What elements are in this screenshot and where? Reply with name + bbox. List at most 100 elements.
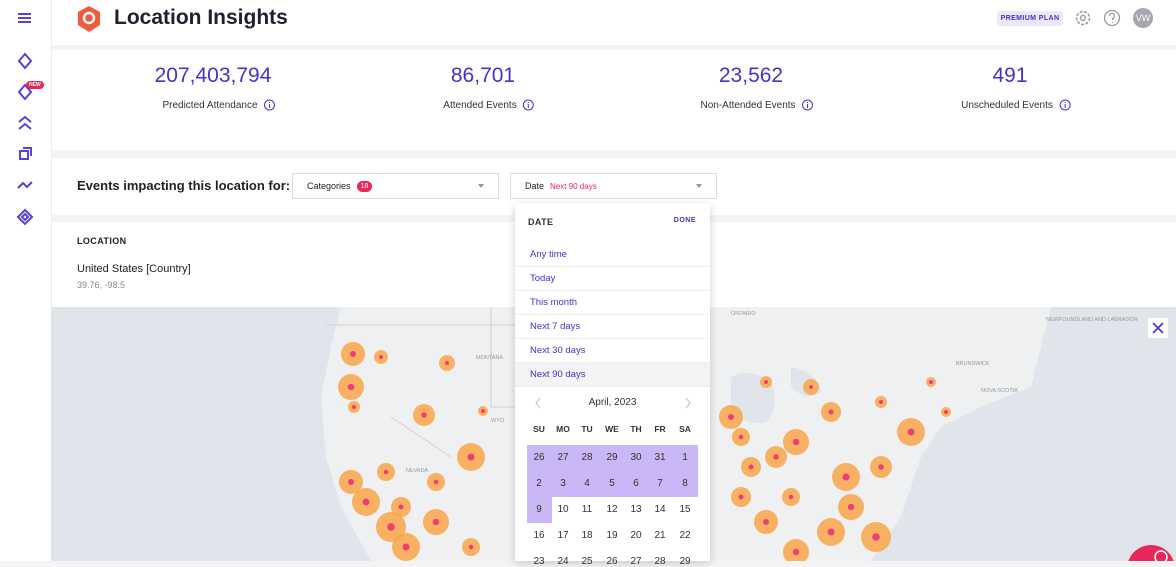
- event-marker[interactable]: [352, 405, 356, 409]
- event-marker[interactable]: [944, 410, 948, 414]
- avatar[interactable]: VW: [1133, 8, 1153, 28]
- calendar-day[interactable]: 23: [533, 556, 545, 567]
- calendar-day[interactable]: 16: [533, 530, 545, 541]
- event-marker[interactable]: [764, 380, 768, 384]
- event-marker[interactable]: [433, 479, 439, 485]
- calendar-day[interactable]: 28: [581, 452, 593, 463]
- date-select[interactable]: Date Next 90 days: [510, 173, 717, 199]
- help-icon[interactable]: [1103, 9, 1121, 27]
- next-month[interactable]: [685, 397, 691, 409]
- nav-icon[interactable]: [17, 83, 33, 101]
- prev-month[interactable]: [535, 397, 541, 409]
- calendar-day[interactable]: 1: [682, 452, 688, 463]
- event-marker[interactable]: [728, 414, 734, 420]
- event-marker[interactable]: [362, 498, 370, 506]
- info-icon[interactable]: [264, 99, 276, 111]
- event-marker[interactable]: [827, 528, 835, 536]
- event-marker[interactable]: [398, 504, 404, 510]
- event-marker[interactable]: [842, 473, 850, 481]
- date-option[interactable]: Next 7 days: [515, 315, 710, 339]
- calendar-day[interactable]: 27: [557, 452, 569, 463]
- event-marker[interactable]: [379, 355, 383, 359]
- event-marker[interactable]: [350, 351, 356, 357]
- event-marker[interactable]: [467, 453, 475, 461]
- calendar-day[interactable]: 9: [536, 504, 542, 515]
- event-marker[interactable]: [347, 383, 355, 391]
- event-marker[interactable]: [929, 380, 933, 384]
- event-marker[interactable]: [468, 544, 474, 550]
- calendar-day[interactable]: 20: [630, 530, 642, 541]
- calendar-day[interactable]: 17: [557, 530, 569, 541]
- info-icon[interactable]: [802, 99, 814, 111]
- calendar-day[interactable]: 5: [609, 478, 615, 489]
- event-marker[interactable]: [383, 469, 389, 475]
- event-marker[interactable]: [481, 409, 485, 413]
- event-marker[interactable]: [773, 454, 779, 460]
- event-marker[interactable]: [738, 434, 744, 440]
- date-option[interactable]: This month: [515, 291, 710, 315]
- nav-icon[interactable]: [17, 181, 33, 189]
- event-marker[interactable]: [348, 479, 354, 485]
- calendar-day[interactable]: 7: [657, 478, 663, 489]
- calendar-day[interactable]: 13: [630, 504, 642, 515]
- nav-icon[interactable]: [17, 52, 33, 70]
- event-marker[interactable]: [788, 494, 794, 500]
- calendar-day[interactable]: 8: [682, 478, 688, 489]
- calendar-day[interactable]: 11: [581, 504, 593, 515]
- calendar-day[interactable]: 22: [679, 530, 691, 541]
- event-marker[interactable]: [872, 533, 880, 541]
- calendar-day[interactable]: 28: [654, 556, 666, 567]
- calendar-day[interactable]: 24: [557, 556, 569, 567]
- event-marker[interactable]: [421, 412, 427, 418]
- nav-icon[interactable]: [16, 208, 34, 226]
- info-icon[interactable]: [1059, 99, 1071, 111]
- event-marker[interactable]: [738, 494, 744, 500]
- event-marker[interactable]: [792, 548, 800, 556]
- date-option[interactable]: Next 90 days: [515, 363, 710, 387]
- event-marker[interactable]: [809, 385, 813, 389]
- day-highlight: [672, 471, 698, 497]
- done-button[interactable]: DONE: [673, 217, 696, 224]
- calendar-day[interactable]: 4: [584, 478, 590, 489]
- calendar-day[interactable]: 18: [581, 530, 593, 541]
- event-marker[interactable]: [402, 543, 410, 551]
- settings-icon[interactable]: [1075, 10, 1091, 26]
- info-icon[interactable]: [523, 99, 535, 111]
- event-marker[interactable]: [847, 503, 855, 511]
- calendar-day[interactable]: 6: [633, 478, 639, 489]
- event-marker[interactable]: [432, 518, 440, 526]
- calendar-day[interactable]: 31: [654, 452, 666, 463]
- calendar-day[interactable]: 3: [560, 478, 566, 489]
- date-option[interactable]: Today: [515, 267, 710, 291]
- calendar-day[interactable]: 15: [679, 504, 691, 515]
- menu-icon[interactable]: [18, 13, 31, 23]
- calendar-day[interactable]: 21: [654, 530, 666, 541]
- calendar-day[interactable]: 2: [536, 478, 542, 489]
- calendar-day[interactable]: 30: [630, 452, 642, 463]
- event-marker[interactable]: [387, 523, 395, 531]
- calendar-day[interactable]: 12: [606, 504, 618, 515]
- calendar-day[interactable]: 25: [581, 556, 593, 567]
- event-marker[interactable]: [792, 438, 800, 446]
- calendar-day[interactable]: 27: [630, 556, 642, 567]
- calendar-day[interactable]: 29: [679, 556, 691, 567]
- nav-icon[interactable]: [19, 147, 32, 160]
- calendar-day[interactable]: 14: [654, 504, 666, 515]
- calendar-day[interactable]: 10: [557, 504, 569, 515]
- date-option[interactable]: Any time: [515, 243, 710, 267]
- calendar-day[interactable]: 26: [533, 452, 545, 463]
- event-marker[interactable]: [828, 409, 834, 415]
- nav-icon[interactable]: [18, 115, 32, 130]
- date-option[interactable]: Next 30 days: [515, 339, 710, 363]
- plan-badge[interactable]: PREMIUM PLAN: [997, 11, 1063, 26]
- categories-select[interactable]: Categories 18: [292, 173, 499, 199]
- calendar-day[interactable]: 26: [606, 556, 618, 567]
- calendar-day[interactable]: 29: [606, 452, 618, 463]
- event-marker[interactable]: [907, 428, 915, 436]
- event-marker[interactable]: [445, 361, 449, 365]
- event-marker[interactable]: [748, 464, 754, 470]
- event-marker[interactable]: [763, 519, 769, 525]
- calendar-day[interactable]: 19: [606, 530, 618, 541]
- event-marker[interactable]: [878, 464, 884, 470]
- event-marker[interactable]: [879, 400, 883, 404]
